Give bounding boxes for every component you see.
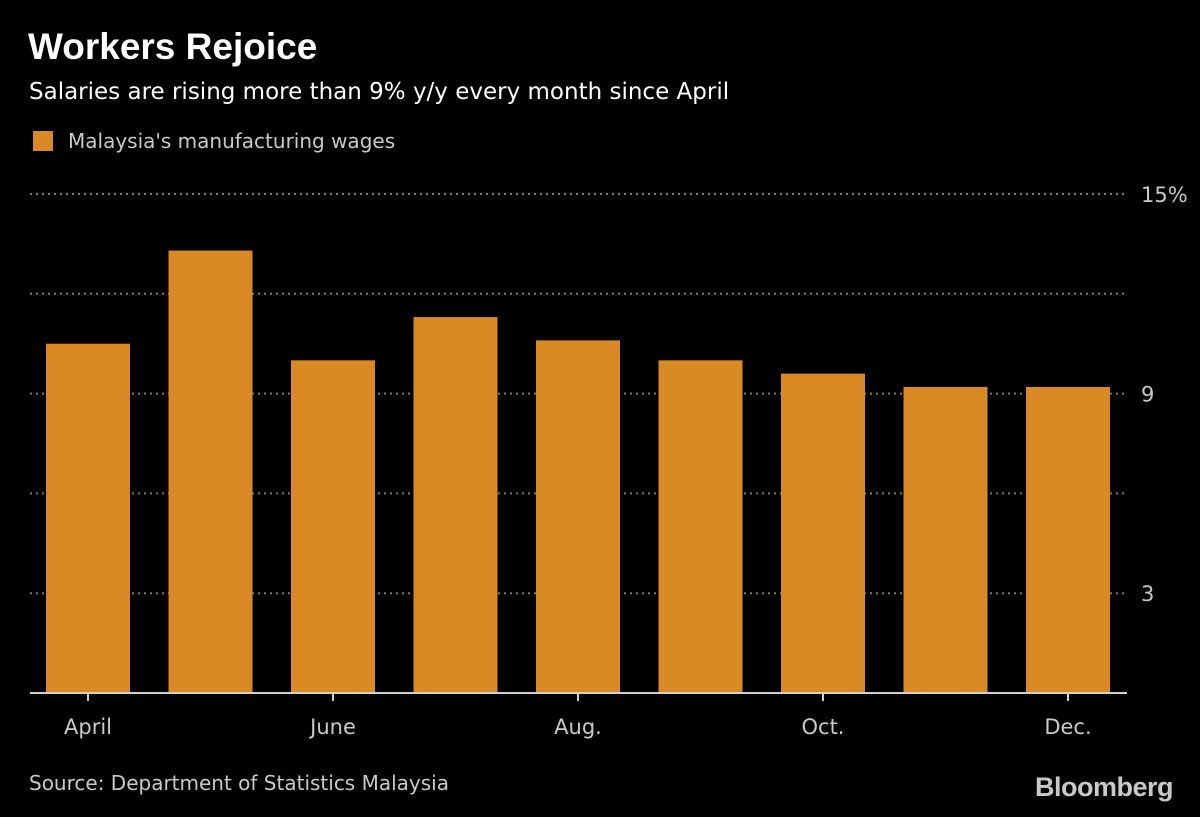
legend-swatch — [33, 131, 53, 151]
bar-aug — [536, 340, 620, 693]
bar-nov — [903, 386, 988, 693]
x-tick-label: June — [308, 715, 356, 739]
y-tick-label: 3 — [1141, 582, 1154, 606]
bar-oct — [781, 373, 865, 693]
x-tick-label: Oct. — [802, 715, 845, 739]
bar-may — [168, 250, 253, 693]
chart-title: Workers Rejoice — [28, 26, 318, 67]
bloomberg-logo: Bloomberg — [1034, 772, 1174, 802]
bar-dec — [1026, 386, 1110, 693]
x-tick-label: Dec. — [1044, 715, 1091, 739]
chart-subtitle: Salaries are rising more than 9% y/y eve… — [29, 79, 730, 105]
bar-april — [46, 343, 130, 693]
y-tick-label: 15% — [1141, 183, 1188, 207]
bar-july — [413, 317, 498, 693]
x-tick-label: Aug. — [554, 715, 602, 739]
legend-label: Malaysia's manufacturing wages — [68, 129, 396, 153]
legend: Malaysia's manufacturing wages — [33, 128, 395, 154]
x-tick-label: April — [64, 715, 112, 739]
y-tick-label: 9 — [1141, 383, 1154, 407]
bar-june — [291, 360, 375, 693]
source-note: Source: Department of Statistics Malaysi… — [29, 771, 449, 795]
bar-sept — [658, 360, 743, 693]
